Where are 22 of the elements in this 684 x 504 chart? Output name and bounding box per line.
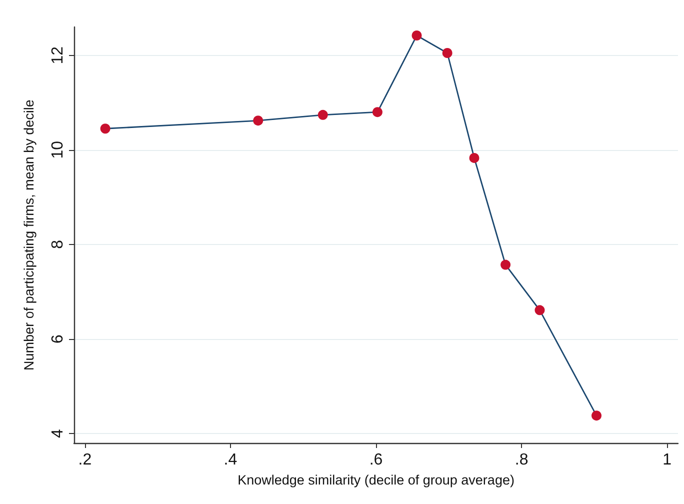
y-tick-label: 12 (50, 46, 66, 64)
point (412, 30, 422, 41)
x-axis-title: Knowledge similarity (decile of group average) (238, 472, 514, 488)
y-tick-label: 6 (50, 334, 66, 344)
point (318, 110, 328, 120)
y-tick-label: 4 (50, 429, 66, 438)
y-tick-label: 10 (50, 140, 66, 159)
point (372, 107, 382, 118)
x-tick-label: 1 (662, 452, 672, 468)
x-tick-label: .8 (514, 452, 528, 468)
point (534, 305, 545, 316)
point (469, 152, 480, 163)
point (500, 260, 511, 270)
point (100, 124, 110, 134)
point (442, 48, 452, 58)
y-tick-label: 8 (50, 240, 66, 249)
x-tick-label: .2 (78, 452, 92, 468)
y-axis-title: Number of participating firms, mean by decile (22, 100, 36, 370)
x-tick-label: .6 (369, 452, 383, 468)
point (253, 116, 264, 126)
point (592, 410, 602, 421)
x-tick-label: .4 (224, 452, 238, 468)
